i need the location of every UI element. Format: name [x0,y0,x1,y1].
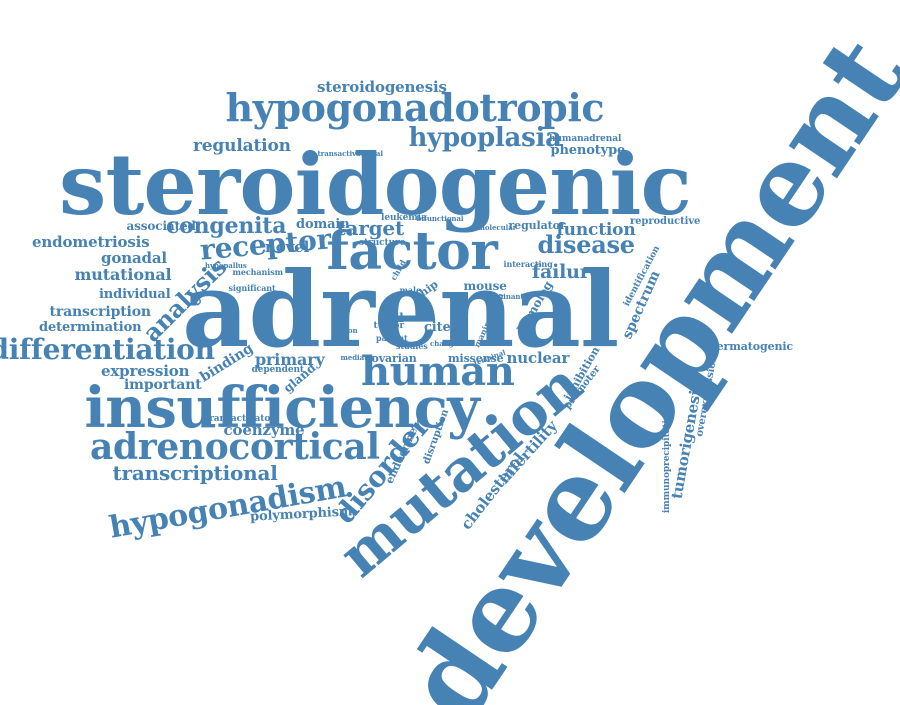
word-mechanism: mechanism [232,267,284,277]
word-transcriptional: transcriptional [112,461,278,485]
word-cited: cited [424,319,460,335]
word-mouse: mouse [463,279,507,293]
word-mutational: mutational [74,265,172,284]
word-nuclear: nuclear [506,348,570,367]
word-transcription: transcription [49,304,152,320]
word-coenzyme: coenzyme [223,420,305,439]
word-change: change [430,338,458,348]
word-congenita: congenita [166,213,287,239]
word-studies: studies [396,341,428,351]
word-hypoplasia: hypoplasia [408,123,562,153]
word-determination: determination [39,319,142,335]
word-tumor: tumor [373,320,405,331]
word-regulator: regulator [508,218,566,232]
word-regulation: regulation [193,135,291,156]
word-endometriosis: endometriosis [32,232,150,251]
word-steroidogenesis: steroidogenesis [317,77,447,96]
word-target: target [336,216,405,240]
word-individual: individual [99,286,171,302]
word-interacting: interacting [503,259,553,269]
word-adrenocortical: adrenocortical [90,426,380,468]
word-associated: associated [126,219,196,233]
word-humanadrenal: humanadrenal [549,133,622,144]
word-insufficiency: insufficiency [84,375,480,441]
word-region: region [332,325,358,335]
word-novel: novel [265,237,310,256]
word-ovarian: ovarian [371,351,417,365]
word-spermatogenic: spermatogenic [703,339,793,353]
word-phenotype: phenotype [550,142,626,158]
word-hypogonadotropic: hypogonadotropic [225,85,605,130]
word-bifunctional: bifunctional [416,213,464,223]
word-domain: domain [296,216,350,232]
word-transactivator: transactivator [205,413,275,424]
word-hypopallus: hypopallus [205,260,247,270]
word-primary: primary [255,350,325,369]
word-differentiation: differentiation [0,333,215,366]
word-disease: disease [537,230,636,259]
word-molecular: molecular [477,222,517,232]
word-dominant: dominant [486,291,524,301]
word-missense: missense [448,351,504,365]
word-immunoprecipitation: immunoprecipitation [661,407,672,513]
word-leukemia: leukemia [381,212,427,223]
word-reproductive: reproductive [630,216,701,227]
word-factor: factor [326,221,498,282]
word-failure: failure [532,260,602,283]
word-cell: cell [380,311,404,325]
word-mediator: mediator [340,352,376,362]
word-steroidogenic: steroidogenic [59,135,692,234]
word-transactivational: transactivational [317,148,384,158]
word-function: function [556,219,636,240]
word-patient: patient [376,333,408,343]
word-dependent: dependent [251,364,305,375]
word-expression: expression [101,361,190,380]
word-important: important [124,377,202,393]
word-gonadal: gonadal [101,248,167,267]
word-structure: structure [359,237,406,248]
word-significant: significant [228,283,276,293]
word-adrenal: adrenal [182,248,619,371]
word-human: human [361,348,515,395]
word-male: male [399,285,422,295]
